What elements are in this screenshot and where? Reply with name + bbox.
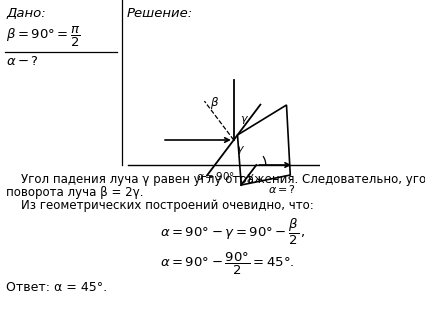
Text: $\alpha = 90° - \dfrac{90°}{2} = 45°.$: $\alpha = 90° - \dfrac{90°}{2} = 45°.$ bbox=[160, 251, 294, 277]
Text: $\gamma$: $\gamma$ bbox=[236, 144, 245, 156]
Text: $\alpha = 90° - \gamma = 90° - \dfrac{\beta}{2}\,,$: $\alpha = 90° - \gamma = 90° - \dfrac{\b… bbox=[160, 217, 306, 247]
Text: $\beta$: $\beta$ bbox=[210, 95, 219, 111]
Text: $\alpha - ?$: $\alpha - ?$ bbox=[6, 55, 39, 68]
Text: $\gamma$: $\gamma$ bbox=[240, 114, 249, 126]
Text: Решение:: Решение: bbox=[127, 7, 193, 20]
Text: Дано:: Дано: bbox=[6, 7, 46, 20]
Text: поворота луча β = 2γ.: поворота луча β = 2γ. bbox=[6, 186, 144, 199]
Text: $\alpha = 90° - \gamma$: $\alpha = 90° - \gamma$ bbox=[196, 170, 255, 184]
Text: $\alpha = ?$: $\alpha = ?$ bbox=[268, 183, 296, 195]
Text: Ответ: α = 45°.: Ответ: α = 45°. bbox=[6, 281, 107, 294]
Text: Из геометрических построений очевидно, что:: Из геометрических построений очевидно, ч… bbox=[6, 199, 314, 212]
Text: $\beta = 90° = \dfrac{\pi}{2}$: $\beta = 90° = \dfrac{\pi}{2}$ bbox=[6, 25, 81, 49]
Text: Угол падения луча γ равен углу отражения. Следовательно, угол: Угол падения луча γ равен углу отражения… bbox=[6, 173, 425, 186]
